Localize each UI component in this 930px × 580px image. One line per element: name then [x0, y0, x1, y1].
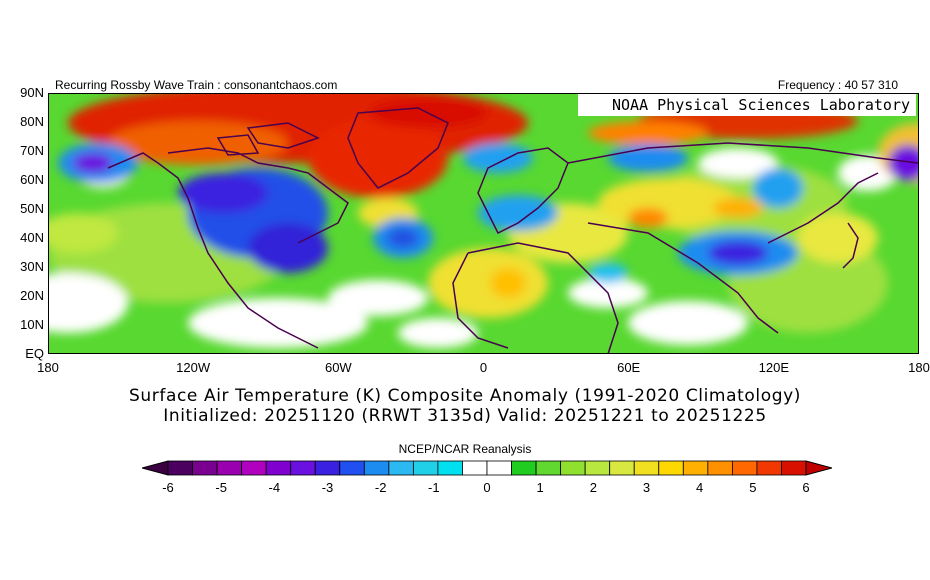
colorbar-swatch	[658, 460, 684, 476]
colorbar-tick-label: -3	[321, 480, 334, 495]
colorbar-tick-label: 4	[696, 480, 704, 495]
colorbar-swatch	[363, 460, 390, 476]
colorbar-tick-label: -4	[268, 480, 281, 495]
longitude-label: 120E	[758, 360, 790, 375]
colorbar-swatch	[633, 460, 660, 476]
anomaly-shading	[48, 93, 919, 348]
colorbar-tick-label: 3	[642, 480, 651, 495]
latitude-label: 40N	[20, 230, 44, 245]
colorbar-swatch	[486, 460, 512, 476]
latitude-label: 80N	[20, 114, 44, 129]
colorbar-tick-label: 0	[483, 480, 491, 495]
noaa-lab-label: NOAA Physical Sciences Laboratory	[578, 94, 916, 116]
colorbar-swatch	[167, 460, 193, 476]
temperature-anomaly-map	[48, 93, 919, 354]
colorbar-tick-label: 2	[589, 480, 597, 495]
colorbar-title: NCEP/NCAR Reanalysis	[398, 442, 532, 456]
longitude-label: 180	[37, 360, 59, 375]
coastlines	[107, 107, 919, 354]
longitude-label: 0	[479, 360, 488, 375]
colorbar-tick-label: 6	[802, 480, 810, 495]
map-caption-title: Surface Air Temperature (K) Composite An…	[129, 386, 801, 406]
map-caption-dates: Initialized: 20251120 (RRWT 3135d) Valid…	[163, 406, 767, 426]
latitude-label: 90N	[20, 85, 44, 100]
colorbar-swatch	[412, 460, 439, 476]
colorbar-swatch	[781, 460, 807, 476]
colorbar-swatch	[511, 460, 537, 476]
colorbar-swatch	[682, 460, 709, 476]
colorbar-swatch	[265, 460, 292, 476]
latitude-label: 20N	[20, 288, 44, 303]
latitude-label: 10N	[20, 317, 44, 332]
colorbar-min-arrow	[142, 460, 169, 476]
latitude-label: 50N	[20, 201, 44, 216]
colorbar-swatch	[290, 460, 316, 476]
colorbar	[142, 460, 832, 476]
colorbar-swatch	[388, 460, 414, 476]
colorbar-tick-label: 1	[536, 480, 544, 495]
header-frequency-text: Frequency : 40 57 310	[777, 78, 898, 92]
colorbar-swatch	[339, 460, 365, 476]
longitude-label: 60W	[324, 360, 352, 375]
colorbar-tick-label: -1	[428, 480, 440, 495]
colorbar-swatch	[216, 460, 243, 476]
colorbar-swatch	[584, 460, 611, 476]
colorbar-swatch	[756, 460, 782, 476]
colorbar-swatch	[192, 460, 218, 476]
colorbar-swatch	[241, 460, 267, 476]
latitude-label: 30N	[20, 259, 44, 274]
colorbar-tick-label: -5	[215, 480, 227, 495]
colorbar-tick-label: -6	[162, 480, 174, 495]
colorbar-swatch	[462, 460, 488, 476]
colorbar-swatch	[560, 460, 586, 476]
latitude-label: EQ	[25, 346, 44, 361]
colorbar-swatch	[731, 460, 758, 476]
colorbar-swatch	[437, 460, 463, 476]
colorbar-swatch	[314, 460, 341, 476]
header-source-text: Recurring Rossby Wave Train : consonantc…	[55, 78, 338, 92]
colorbar-swatch	[609, 460, 635, 476]
colorbar-max-arrow	[805, 460, 832, 476]
longitude-label: 60E	[617, 360, 641, 375]
colorbar-tick-label: -2	[374, 480, 387, 495]
colorbar-swatch	[535, 460, 562, 476]
colorbar-tick-label: 5	[749, 480, 757, 495]
longitude-label: 180	[908, 360, 930, 375]
colorbar-swatch	[707, 460, 733, 476]
latitude-label: 70N	[20, 143, 44, 158]
longitude-label: 120W	[176, 360, 211, 375]
latitude-label: 60N	[20, 172, 44, 187]
